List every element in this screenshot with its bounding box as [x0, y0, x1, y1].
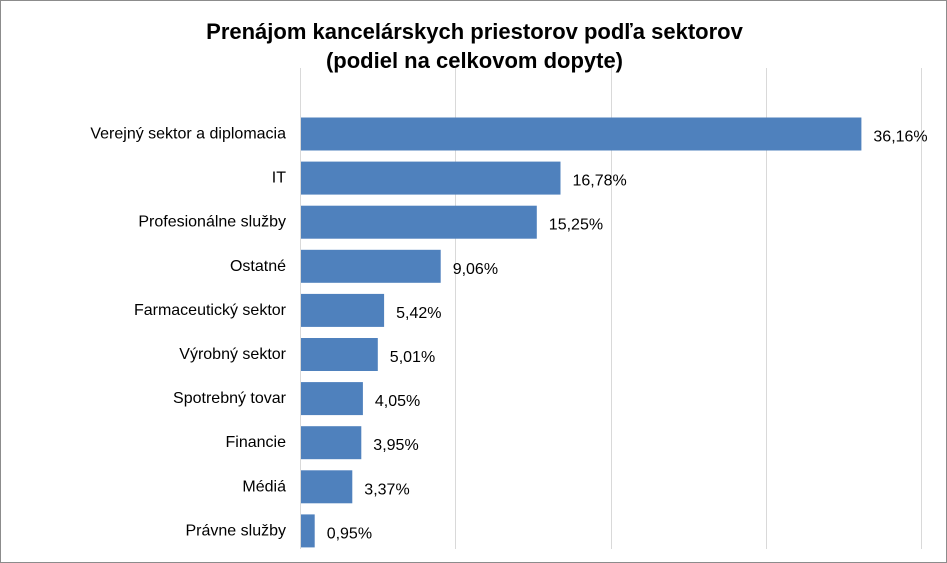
category-label-5: Výrobný sektor: [179, 346, 286, 363]
bar-4: [301, 293, 385, 327]
bars: [301, 117, 862, 548]
bar-7: [301, 426, 362, 460]
chart-title: Prenájom kancelárskych priestorov podľa …: [1, 17, 947, 75]
bar-9: [301, 514, 315, 548]
chart-title-line-2: (podiel na celkovom dopyte): [325, 48, 624, 73]
chart-title-line-1: Prenájom kancelárskych priestorov podľa …: [206, 19, 743, 44]
bar-1: [301, 161, 561, 195]
category-label-6: Spotrebný tovar: [173, 390, 287, 407]
category-label-0: Verejný sektor a diplomacia: [90, 126, 286, 143]
data-label-6: 4,05%: [375, 393, 420, 410]
data-label-2: 15,25%: [549, 217, 603, 234]
bar-6: [301, 382, 363, 416]
bar-3: [301, 249, 441, 283]
category-label-8: Médiá: [242, 478, 286, 495]
data-label-7: 3,95%: [373, 437, 418, 454]
bar-0: [301, 117, 862, 151]
data-label-1: 16,78%: [573, 173, 627, 190]
category-label-4: Farmaceutický sektor: [134, 302, 287, 319]
category-label-9: Právne služby: [186, 522, 287, 539]
bar-5: [301, 338, 378, 371]
category-label-1: IT: [272, 170, 286, 187]
category-label-2: Profesionálne služby: [138, 214, 286, 231]
data-label-4: 5,42%: [396, 305, 441, 322]
data-label-3: 9,06%: [453, 261, 498, 278]
bar-2: [301, 205, 537, 239]
data-label-8: 3,37%: [364, 481, 409, 498]
category-label-3: Ostatné: [230, 258, 286, 275]
labels: Verejný sektor a diplomacia 36,16% IT 16,78…: [90, 126, 927, 543]
data-label-0: 36,16%: [873, 129, 927, 146]
data-label-9: 0,95%: [327, 525, 372, 542]
data-label-5: 5,01%: [390, 349, 435, 366]
category-label-7: Financie: [226, 434, 287, 451]
bar-8: [301, 470, 353, 504]
